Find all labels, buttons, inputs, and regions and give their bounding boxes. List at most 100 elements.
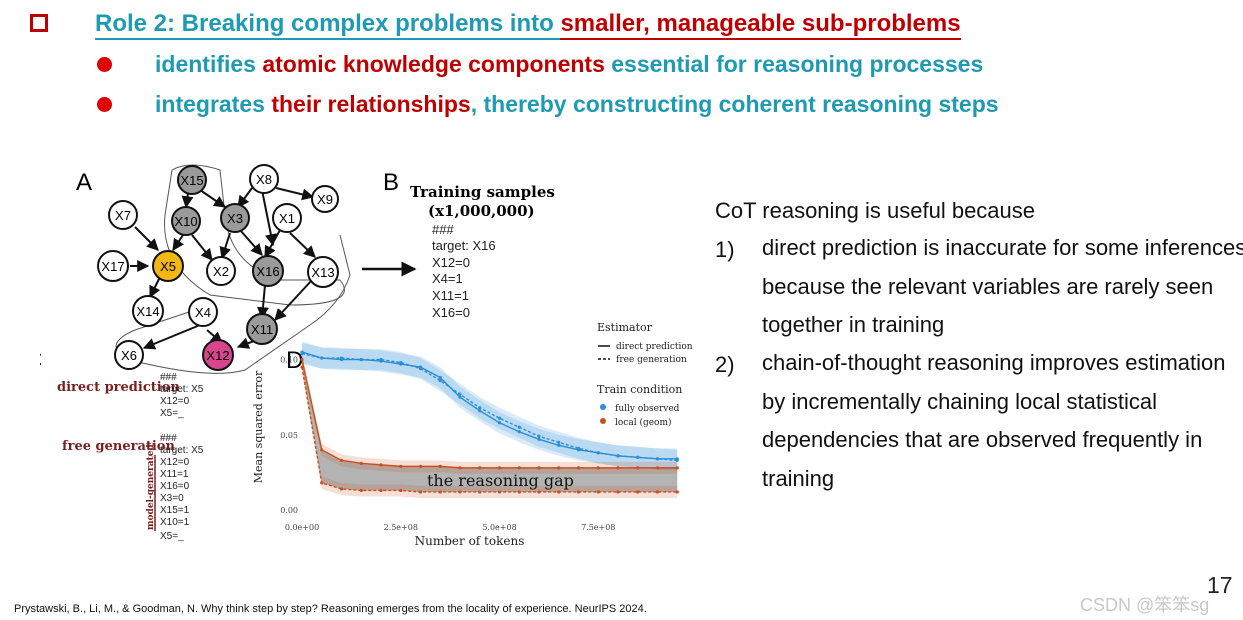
data-point (478, 406, 482, 410)
data-point (359, 357, 363, 362)
reasoning-gap-band (302, 359, 678, 492)
node-x1 (272, 203, 302, 233)
data-point (537, 466, 541, 470)
data-point (517, 490, 521, 494)
node-x5 (152, 250, 184, 282)
node-x13 (307, 256, 339, 288)
node-x7 (108, 200, 138, 230)
data-point (537, 434, 541, 438)
data-point (557, 466, 561, 470)
data-point (616, 466, 620, 470)
legend-fully-observed-dot (600, 404, 606, 410)
svg-text:X10: X10 (174, 214, 197, 229)
data-point (517, 425, 521, 429)
data-point (399, 360, 403, 365)
node-x11 (246, 313, 278, 345)
paper-figure: A B C D (40, 155, 710, 555)
mse-chart: 0.0e+00 2.5e+08 5.0e+08 7.5e+08 0.00 0.05 0.10… (252, 321, 693, 548)
bullet-integrates: integrates their relationships, thereby … (155, 91, 999, 117)
svg-text:target: X5: target: X5 (160, 445, 204, 456)
node-x16 (252, 255, 284, 287)
svg-text:X16=0: X16=0 (432, 305, 470, 320)
x-tick-label: 0.0e+00 (285, 523, 319, 532)
svg-text:X5=_: X5=_ (160, 531, 184, 542)
series-line (301, 352, 678, 462)
data-point (616, 454, 620, 458)
direct-prediction-label: direct prediction (57, 380, 180, 395)
role-heading: Role 2: Breaking complex problems into s… (95, 10, 961, 40)
data-point (497, 490, 502, 494)
x-tick-label: 7.5e+08 (581, 523, 615, 532)
data-point (359, 461, 363, 465)
y-axis-label: Mean squared error (252, 370, 265, 483)
cot-heading: CoT reasoning is useful because (715, 198, 1036, 223)
data-point (596, 466, 600, 470)
node-x15 (177, 165, 207, 195)
data-point (359, 488, 363, 493)
svg-text:X5: X5 (160, 259, 176, 274)
data-point (379, 357, 383, 362)
svg-text:target: X16: target: X16 (432, 238, 496, 253)
data-point (320, 356, 324, 360)
panel-label-a: A (76, 169, 92, 196)
svg-text:###: ### (160, 433, 177, 444)
svg-text:###: ### (160, 372, 177, 383)
svg-text:###: ### (432, 222, 454, 237)
model-generated-label: model-generated (146, 444, 156, 530)
node-x17 (97, 250, 129, 282)
data-point (557, 443, 561, 447)
node-x4 (188, 297, 218, 327)
node-x9 (311, 185, 339, 213)
data-point (636, 490, 640, 494)
data-point (458, 466, 462, 470)
legend-local-geom: local (geom) (615, 417, 672, 428)
svg-text:X14: X14 (136, 304, 159, 319)
legend-free-generation: free generation (616, 355, 687, 365)
data-point (438, 490, 442, 494)
data-point (458, 490, 462, 494)
confidence-band (302, 343, 678, 471)
svg-text:X10=1: X10=1 (160, 517, 190, 528)
svg-text:X8: X8 (256, 172, 272, 187)
svg-text:X11=1: X11=1 (432, 288, 469, 303)
svg-text:target: X5: target: X5 (160, 384, 204, 395)
figure-svg: A B C D (40, 164, 693, 548)
direct-prediction-lines: ### target: X5 X12=0 X5=_ (160, 372, 204, 419)
bullet-dot-icon (97, 57, 112, 72)
free-generation-lines: ### target: X5 X12=0 X11=1 X16=0 X3=0 X1… (160, 433, 204, 542)
node-x8 (249, 164, 279, 194)
data-point (339, 458, 344, 462)
data-point (399, 464, 403, 468)
data-point (517, 430, 521, 434)
data-point (458, 395, 462, 399)
data-point (438, 464, 442, 468)
svg-text:X4: X4 (195, 305, 211, 320)
citation: Prystawski, B., Li, M., & Goodman, N. Wh… (14, 603, 647, 615)
data-point (636, 466, 640, 470)
data-point (497, 421, 502, 425)
svg-text:X12=0: X12=0 (160, 457, 190, 468)
bullet-identifies: identifies atomic knowledge components e… (155, 51, 984, 77)
reasoning-gap-annotation: the reasoning gap (427, 471, 574, 490)
data-point (379, 463, 383, 467)
data-point (517, 466, 521, 470)
data-point (300, 365, 304, 369)
panel-label-d: D (286, 347, 303, 374)
x-axis-label: Number of tokens (415, 534, 525, 548)
data-point (478, 409, 482, 413)
svg-text:X15: X15 (180, 173, 203, 188)
data-point (576, 490, 581, 494)
data-point (675, 458, 679, 462)
svg-text:X5=_: X5=_ (160, 408, 184, 419)
svg-text:X15=1: X15=1 (160, 505, 190, 516)
page-number: 17 (1207, 572, 1233, 598)
data-point (655, 457, 660, 461)
node-x12 (202, 339, 234, 371)
data-point (438, 379, 442, 383)
data-point (320, 481, 324, 485)
data-point (576, 466, 581, 470)
legend-estimator-title: Estimator (597, 321, 653, 334)
svg-text:X2: X2 (213, 264, 229, 279)
legend-condition-title: Train condition (597, 383, 682, 396)
legend-local-geom-dot (600, 418, 606, 424)
